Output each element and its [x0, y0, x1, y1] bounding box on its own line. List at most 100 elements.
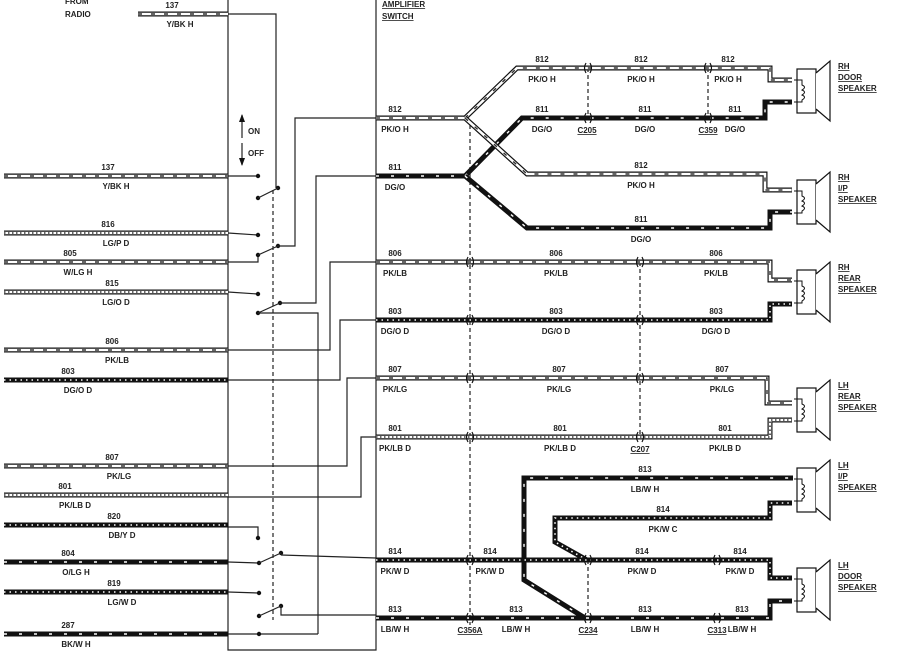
speaker-wire-811	[463, 99, 792, 178]
circuit-number: 287	[61, 621, 75, 630]
speaker-label: SPEAKER	[838, 285, 877, 294]
wire-color-code: DG/O D	[542, 327, 571, 336]
wire-color-code: O/LG H	[62, 568, 90, 577]
wire-color-code: PK/LB D	[544, 444, 576, 453]
wire-outline	[376, 259, 792, 283]
circuit-number: 814	[635, 547, 649, 556]
switch-contact	[255, 291, 261, 297]
wire-color-code: LB/W H	[631, 485, 660, 494]
speaker-location-label: DOOR	[838, 73, 862, 82]
connector-icon	[635, 372, 645, 384]
wire-color-code: PK/LB	[704, 269, 728, 278]
circuit-number: 813	[735, 605, 749, 614]
wire-color-code: BK/W H	[61, 640, 91, 649]
connector-icon	[635, 314, 645, 326]
switch-label: SWITCH	[382, 12, 414, 21]
speaker-label: SPEAKER	[838, 195, 877, 204]
wire-color-code: LB/W H	[631, 625, 660, 634]
connector-icon	[583, 554, 593, 566]
wire-color-code: DG/O	[385, 183, 405, 192]
speaker-coil	[794, 280, 805, 304]
internal-wire	[227, 591, 260, 594]
speaker-side-label: LH	[838, 561, 849, 570]
switch-contact	[255, 535, 261, 541]
circuit-number: 806	[549, 249, 563, 258]
circuit-number: 801	[58, 482, 72, 491]
connector-icon	[583, 112, 593, 124]
switch-contact	[255, 232, 261, 238]
internal-wire	[227, 561, 260, 564]
circuit-number: 816	[101, 220, 115, 229]
wire-color-code: PK/LB	[544, 269, 568, 278]
circuit-number: 815	[105, 279, 119, 288]
wire-color-code: LB/W H	[502, 625, 531, 634]
connector-icon	[465, 314, 475, 326]
circuit-number: 812	[535, 55, 549, 64]
speaker-cone	[815, 260, 831, 324]
amplifier-switch-housing	[227, 0, 377, 651]
wire-color-code: PK/O H	[714, 75, 742, 84]
wire-stripe	[523, 477, 793, 619]
connector-icon	[583, 62, 593, 74]
circuit-number: 812	[634, 55, 648, 64]
internal-wire	[280, 175, 376, 304]
speaker-magnet	[796, 179, 817, 225]
speaker-coil	[794, 190, 805, 214]
speaker-side-label: RH	[838, 263, 850, 272]
switch-blade	[257, 245, 279, 256]
speaker-icon	[794, 458, 831, 522]
switch-blade	[258, 552, 282, 564]
speaker-magnet	[796, 387, 817, 433]
circuit-number: 806	[105, 337, 119, 346]
connector-label: C205	[577, 126, 597, 135]
internal-wire	[280, 606, 376, 616]
speaker-coil	[794, 478, 805, 502]
wire-color-code: PK/W D	[628, 567, 657, 576]
speaker-magnet	[796, 68, 817, 114]
wire-color-code: LG/P D	[103, 239, 130, 248]
circuit-number: 805	[63, 249, 77, 258]
speaker-magnet	[796, 269, 817, 315]
speaker-location-label: REAR	[838, 392, 861, 401]
wire-insulation	[376, 260, 792, 282]
speaker-location-label: REAR	[838, 274, 861, 283]
circuit-number: 820	[107, 512, 121, 521]
connector-icon	[703, 112, 713, 124]
switch-blade	[258, 605, 282, 617]
speaker-location-label: I/P	[838, 472, 848, 481]
connector-label: C234	[578, 626, 598, 635]
circuit-number: 801	[388, 424, 402, 433]
connector-label: C356A	[458, 626, 483, 635]
wire-stripe	[376, 600, 792, 619]
circuit-number: 812	[634, 161, 648, 170]
speaker-side-label: LH	[838, 381, 849, 390]
circuit-number: 813	[509, 605, 523, 614]
wire-color-code: DG/O D	[702, 327, 731, 336]
wire-outline	[463, 99, 792, 178]
circuit-number: 803	[61, 367, 75, 376]
circuit-number: 812	[388, 105, 402, 114]
connector-label: C313	[707, 626, 727, 635]
speaker-icon	[794, 558, 831, 622]
wire-color-code: DG/O	[725, 125, 745, 134]
wire-color-code: PK/LG	[547, 385, 571, 394]
wire-color-code: DB/Y D	[109, 531, 136, 540]
circuit-number: 137	[165, 1, 179, 10]
internal-wire	[228, 436, 376, 498]
speaker-wire-812	[463, 65, 792, 120]
wire-color-code: LG/W D	[108, 598, 137, 607]
amplifier-label: AMPLIFIER	[382, 0, 425, 9]
circuit-number: 137	[101, 163, 115, 172]
circuit-number: 811	[639, 105, 652, 114]
circuit-number: 807	[552, 365, 566, 374]
switch-blade	[257, 302, 281, 314]
radio-label: RADIO	[65, 10, 91, 19]
up-arrow-icon	[239, 114, 245, 122]
speaker-label: SPEAKER	[838, 483, 877, 492]
wire-color-code: PK/LG	[383, 385, 407, 394]
circuit-number: 806	[709, 249, 723, 258]
circuit-number: 807	[105, 453, 119, 462]
wire-color-code: PK/LG	[710, 385, 734, 394]
connector-icon	[465, 554, 475, 566]
